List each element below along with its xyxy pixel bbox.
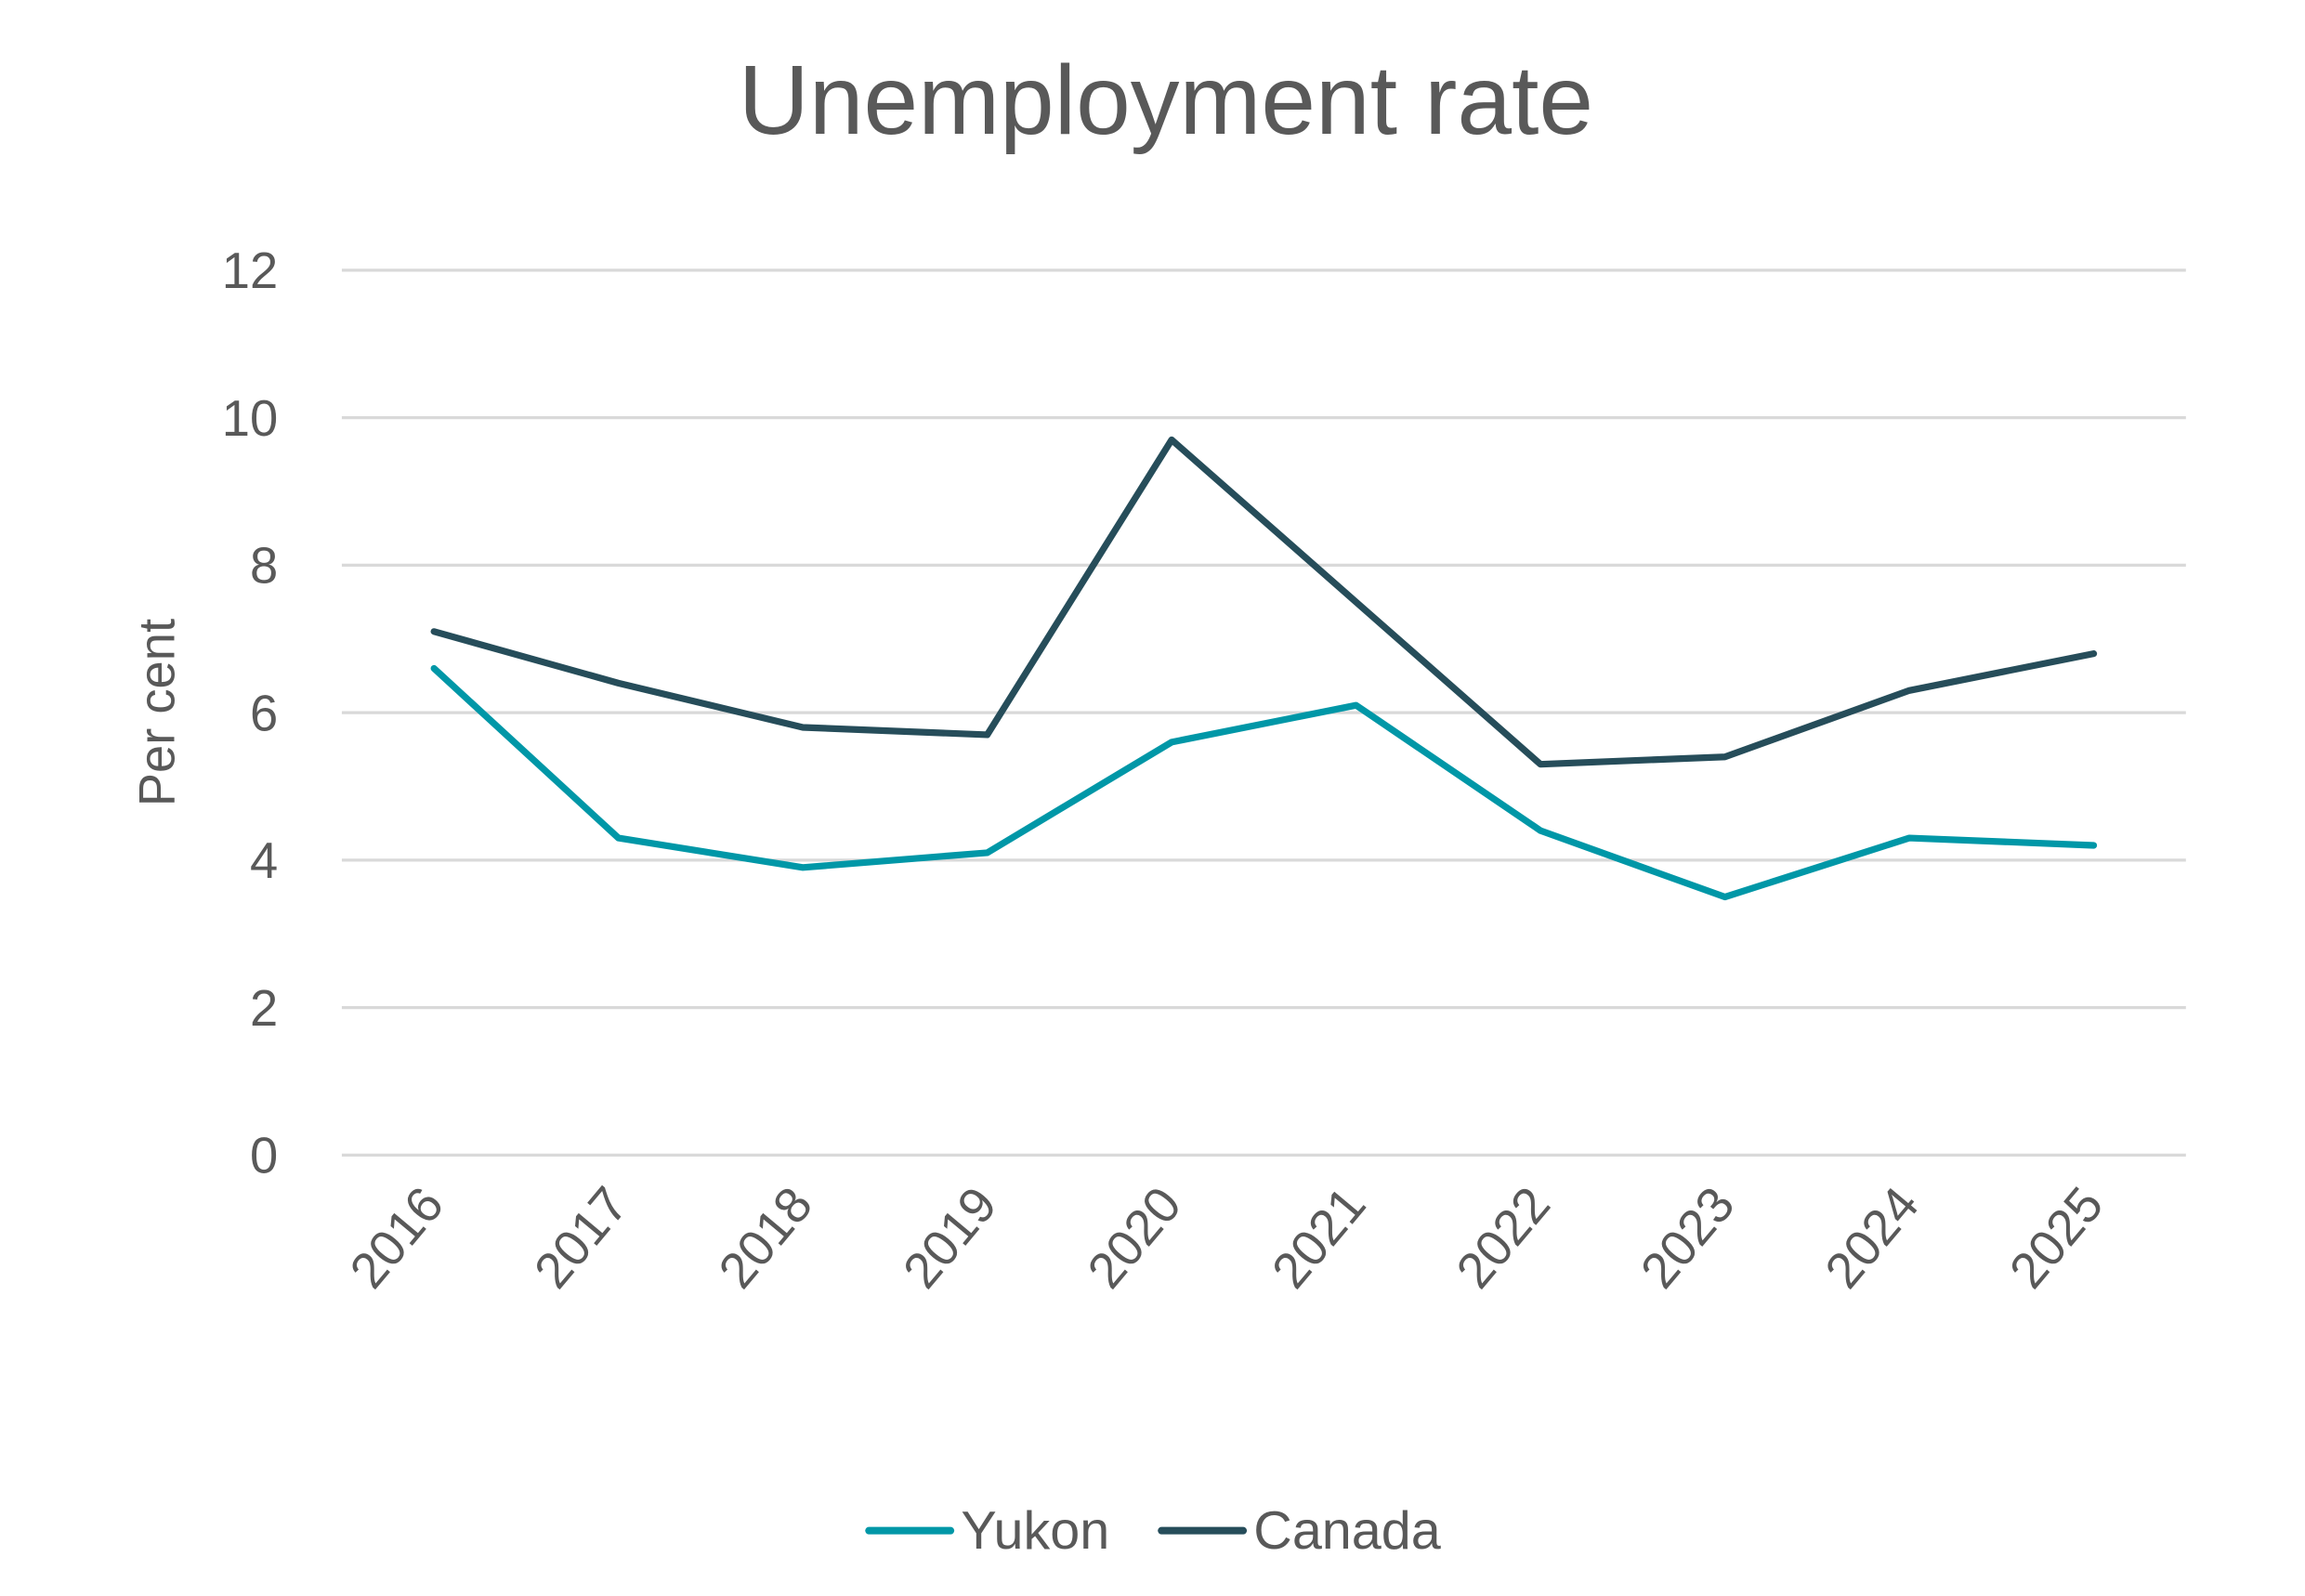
y-tick-label: 0 [250, 1128, 278, 1184]
y-tick-label: 12 [222, 242, 278, 299]
x-tick-label: 2018 [708, 1176, 823, 1299]
x-tick-label: 2016 [339, 1176, 454, 1299]
x-tick-label: 2017 [523, 1176, 638, 1299]
y-tick-label: 4 [250, 832, 278, 889]
series-line-canada [430, 436, 2098, 768]
x-tick-label: 2023 [1630, 1176, 1745, 1299]
series-line-yukon [430, 664, 2098, 901]
y-axis-label: Per cent [128, 619, 185, 806]
x-tick-label: 2025 [1998, 1176, 2114, 1299]
chart-title: Unemployment rate [739, 46, 1593, 155]
x-tick-label: 2024 [1814, 1176, 1930, 1299]
x-tick-label: 2022 [1446, 1176, 1561, 1299]
y-tick-label: 2 [250, 980, 278, 1037]
y-tick-label: 8 [250, 538, 278, 595]
x-tick-label: 2019 [892, 1176, 1007, 1299]
legend-label-canada: Canada [1253, 1501, 1440, 1561]
x-tick-label: 2020 [1077, 1176, 1192, 1299]
y-tick-label: 6 [250, 685, 278, 741]
legend-label-yukon: Yukon [961, 1501, 1109, 1561]
y-tick-label: 10 [222, 390, 278, 447]
x-tick-label: 2021 [1261, 1176, 1376, 1299]
